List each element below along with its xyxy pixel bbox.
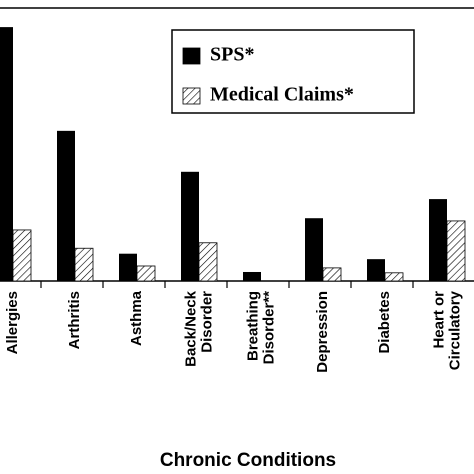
x-tick-label: Arthritis: [66, 291, 83, 349]
bar: [243, 271, 261, 281]
bar: [74, 247, 94, 282]
bar: [57, 130, 75, 281]
x-tick-label: Back/NeckDisorder: [182, 290, 215, 367]
bar: [429, 199, 447, 281]
legend-swatch: [182, 87, 201, 105]
bar: [0, 27, 13, 281]
bar: [198, 242, 218, 282]
legend-label: Medical Claims*: [210, 84, 354, 106]
bar: [322, 267, 342, 282]
legend-label: SPS*: [210, 44, 254, 66]
bar: [367, 259, 385, 281]
x-tick-label: Heart orCirculatory: [430, 290, 463, 370]
x-tick-label: Depression: [314, 291, 331, 373]
bar: [384, 272, 404, 282]
x-axis-title: Chronic Conditions: [160, 450, 336, 471]
legend-box: [171, 29, 415, 114]
bar: [305, 218, 323, 281]
x-tick-label: Allergies: [4, 291, 21, 354]
bar: [136, 265, 156, 282]
x-tick-label: Diabetes: [376, 291, 393, 354]
bar: [181, 171, 199, 281]
legend-swatch: [182, 47, 201, 65]
x-tick-label: Asthma: [128, 290, 145, 346]
bar: [119, 253, 137, 281]
x-tick-label: BreathingDisorder**: [244, 291, 277, 365]
bar: [446, 220, 466, 282]
bar: [12, 229, 32, 282]
